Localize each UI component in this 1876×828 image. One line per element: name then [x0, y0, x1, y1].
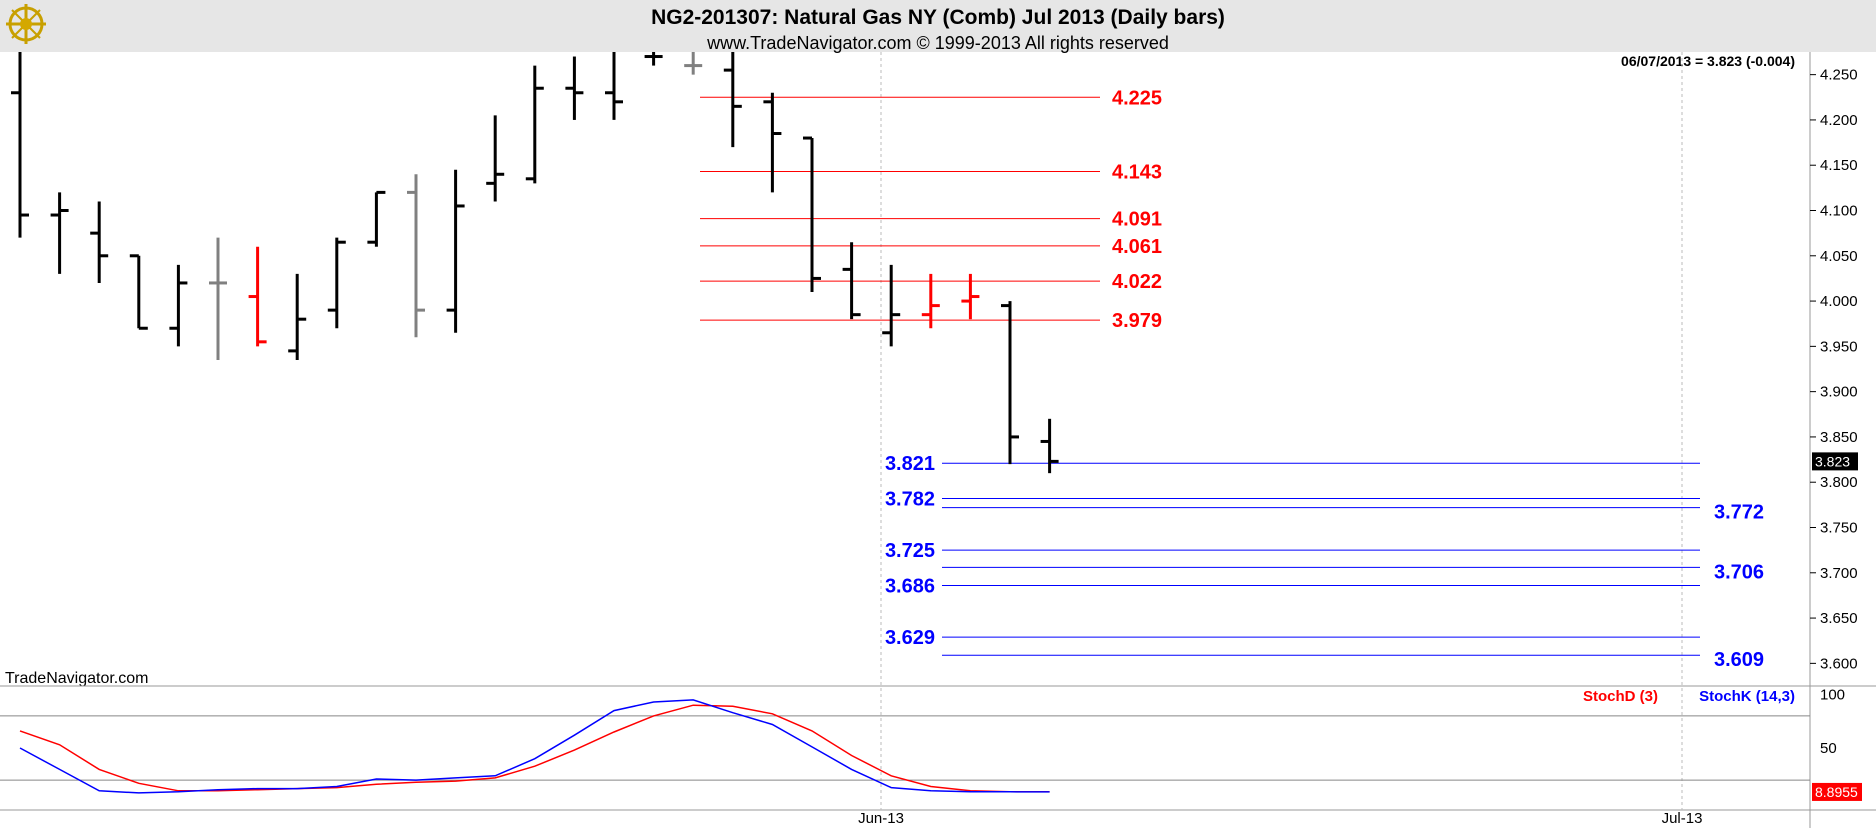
price-tick-label: 3.900: [1820, 384, 1858, 401]
support-label: 3.821: [885, 453, 935, 475]
resistance-label: 4.061: [1112, 236, 1162, 258]
stoch-legend-k: StochK (14,3): [1699, 688, 1795, 705]
ohlc-bar: [327, 237, 346, 329]
price-tick-label: 3.850: [1820, 429, 1858, 446]
stoch-legend-d: StochD (3): [1583, 688, 1658, 705]
price-tick-label: 3.800: [1820, 474, 1858, 491]
price-tick-label: 3.650: [1820, 610, 1858, 627]
header-band: [0, 0, 1876, 52]
ohlc-bar: [248, 246, 267, 347]
stoch-series-line: [19, 704, 1050, 793]
ohlc-bar: [209, 237, 227, 360]
ohlc-bar: [684, 52, 703, 75]
ohlc-bar: [605, 52, 623, 120]
watermark-text: TradeNavigator.com: [5, 670, 148, 687]
stoch-last-label: 8.8955: [1815, 784, 1858, 800]
ohlc-bar: [921, 273, 940, 329]
support-label: 3.629: [885, 627, 935, 649]
ohlc-bar: [961, 273, 980, 320]
stoch-last-marker: [1812, 782, 1862, 801]
ohlc-bar: [842, 242, 861, 320]
date-axis: Jun-13 Jul-13: [858, 810, 1702, 827]
price-tick-label: 4.050: [1820, 248, 1858, 265]
ohlc-bar: [11, 52, 29, 238]
ohlc-bar: [288, 273, 307, 360]
price-tick-label: 3.950: [1820, 338, 1858, 355]
ohlc-bar: [763, 92, 782, 193]
ohlc-bar: [407, 174, 425, 338]
ohlc-bar: [486, 115, 505, 202]
resistance-label: 4.225: [1112, 87, 1162, 109]
stoch-series-line: [19, 699, 1050, 794]
chart-frame: [0, 52, 1876, 828]
ohlc-bar: [882, 264, 901, 347]
support-label: 3.609: [1714, 649, 1764, 671]
resistance-label: 4.022: [1112, 271, 1162, 293]
ohlc-bar: [803, 136, 821, 293]
stoch-tick-label: 100: [1820, 687, 1845, 704]
price-tick-label: 3.600: [1820, 655, 1858, 672]
chart-title: NG2-201307: Natural Gas NY (Comb) Jul 20…: [651, 6, 1225, 29]
price-tick-label: 4.000: [1820, 293, 1858, 310]
ohlc-bar: [50, 192, 69, 274]
price-axis: 4.250 4.200 4.150 4.100 4.050 4.000 3.950 3.900…: [1810, 67, 1858, 672]
support-label: 3.782: [885, 489, 935, 511]
price-tick-label: 4.100: [1820, 203, 1858, 220]
support-label: 3.686: [885, 575, 935, 597]
ohlc-bar: [129, 254, 148, 330]
price-tick-label: 3.750: [1820, 520, 1858, 537]
price-tick-label: 4.250: [1820, 67, 1858, 84]
price-tick-label: 3.700: [1820, 565, 1858, 582]
price-bars: [11, 52, 1059, 474]
last-price-marker: [1812, 452, 1858, 471]
support-label: 3.772: [1714, 502, 1764, 524]
logo-icon: [6, 4, 46, 44]
vertical-gridlines: [880, 52, 1683, 810]
ohlc-bar: [1040, 418, 1059, 474]
stochastic-panel: 100 50 StochD (3) StochK (14,3) 8.8955: [0, 687, 1862, 801]
price-tick-label: 4.150: [1820, 157, 1858, 174]
resistance-label: 3.979: [1112, 310, 1162, 332]
date-tick-label: Jun-13: [858, 810, 904, 827]
resistance-label: 4.091: [1112, 209, 1162, 231]
ohlc-bar: [169, 264, 188, 347]
ohlc-bar: [367, 190, 386, 247]
ohlc-bar: [644, 52, 663, 66]
support-label: 3.725: [885, 540, 935, 562]
price-level-lines: 4.225 4.143 4.091 4.061 4.022 3.979 3.821 3.782…: [700, 87, 1764, 671]
last-price-info: 06/07/2013 = 3.823 (-0.004): [1621, 53, 1795, 69]
ohlc-bar: [446, 169, 465, 333]
last-price-label: 3.823: [1815, 453, 1850, 469]
ohlc-bar: [525, 65, 544, 184]
copyright-subtitle: www.TradeNavigator.com © 1999-2013 All r…: [706, 33, 1169, 53]
ohlc-bar: [90, 201, 109, 283]
ohlc-bar: [565, 56, 584, 120]
resistance-label: 4.143: [1112, 162, 1162, 184]
price-tick-label: 4.200: [1820, 112, 1858, 129]
support-label: 3.706: [1714, 561, 1764, 583]
ohlc-bar: [1001, 301, 1019, 465]
ohlc-bar: [723, 52, 742, 148]
date-tick-label: Jul-13: [1662, 810, 1703, 827]
stoch-tick-label: 50: [1820, 740, 1837, 757]
